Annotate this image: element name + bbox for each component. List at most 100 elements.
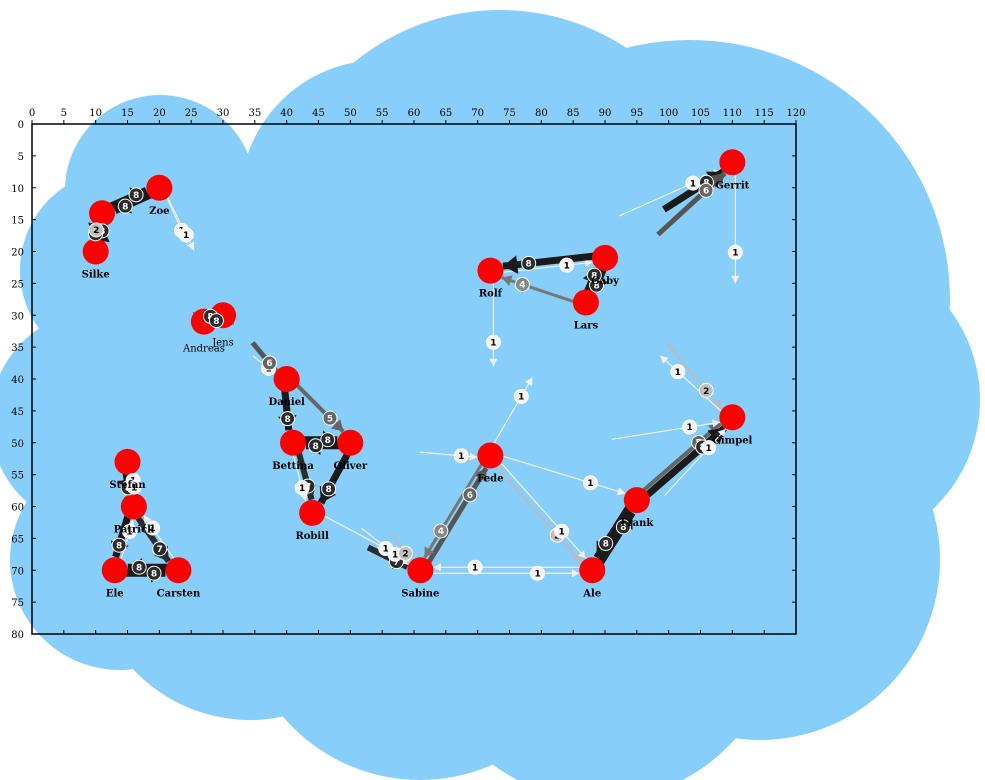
edge-line (498, 460, 587, 559)
edge-weight-label: 4 (519, 281, 525, 291)
edge-arrowhead (143, 515, 152, 524)
node-sabine (407, 557, 434, 584)
edge-weight-label: 8 (593, 281, 599, 291)
edge-arrowhead (711, 419, 720, 428)
y-tick-label: 15 (11, 216, 24, 227)
x-tick-label: 35 (248, 108, 261, 119)
node-rolf (477, 257, 504, 284)
node-oliver (337, 429, 364, 456)
node-label: Jens (211, 337, 234, 348)
x-tick-label: 75 (503, 108, 516, 119)
node-fede (477, 442, 504, 469)
edge-weight-label: 6 (703, 187, 709, 197)
edge-arrowhead (501, 275, 513, 287)
x-tick-label: 105 (691, 108, 710, 119)
x-tick-label: 20 (153, 108, 166, 119)
edge-weight-label: 1 (299, 484, 305, 494)
edge-weight-label: 8 (603, 540, 609, 550)
edge-weight-label: 8 (620, 523, 626, 533)
edge-weight-badge (322, 410, 338, 426)
cloud-blob (0, 310, 210, 530)
y-tick-label: 0 (18, 120, 24, 131)
x-tick-label: 115 (755, 108, 774, 119)
node-zoe (146, 174, 173, 201)
edge-weight-label: 8 (116, 541, 122, 551)
edge-weight-label: 6 (467, 491, 473, 501)
node-label: Fede (477, 474, 503, 485)
edge-weight-label: 1 (564, 261, 570, 271)
edge-weight-badge (88, 222, 104, 238)
node-n3 (89, 200, 116, 227)
edge-weight-badge (433, 523, 449, 539)
x-tick-label: 120 (786, 108, 805, 119)
edge-weight-badge (128, 187, 144, 203)
edge-weight-label: 1 (392, 551, 398, 561)
x-tick-label: 45 (312, 108, 325, 119)
edge-weight-label: 8 (133, 191, 139, 201)
node-label: Andreas (182, 344, 225, 355)
edge-weight-badge (398, 545, 414, 561)
edge-arrowhead (330, 419, 344, 432)
node-label: Rolf (479, 289, 503, 300)
x-tick-label: 25 (185, 108, 198, 119)
edge-weight-badge (320, 432, 336, 448)
edge-weight-label: 1 (149, 524, 155, 534)
x-tick-label: 30 (217, 108, 230, 119)
edge-weight-badge (261, 355, 277, 371)
edge-arrowhead (577, 550, 586, 559)
node-label: Zoe (149, 206, 169, 217)
x-tick-label: 10 (89, 108, 102, 119)
x-tick-label: 50 (344, 108, 357, 119)
cloud-blob (240, 60, 520, 340)
edge-arrowhead (710, 173, 725, 187)
edge-weight-label: 1 (705, 444, 711, 454)
edge-line (492, 377, 533, 446)
node-ele (101, 557, 128, 584)
edge-weight-label: 1 (518, 393, 524, 403)
x-tick-label: 55 (376, 108, 389, 119)
y-tick-label: 35 (11, 343, 24, 354)
edge-weight-label: 1 (490, 338, 496, 348)
node-label: Ale (582, 588, 601, 599)
edge-arrowhead (712, 399, 722, 410)
node-robill (299, 499, 326, 526)
edge-weight-badge (559, 257, 575, 273)
edge-weight-label: 1 (690, 179, 696, 189)
edge-weight-label: 2 (703, 387, 709, 397)
x-tick-label: 95 (630, 108, 643, 119)
node-patrick (120, 493, 147, 520)
edge-weight-label: 8 (325, 436, 331, 446)
edge-weight-badge (598, 535, 614, 551)
node-label: Frank (620, 518, 654, 529)
node-label: Robill (295, 531, 329, 542)
x-tick-label: 5 (61, 108, 67, 119)
edge-weight-label: 6 (266, 359, 272, 369)
edge-weight-badge (701, 440, 717, 456)
edge-line (659, 355, 724, 414)
node-frank (623, 487, 650, 514)
edge-arrowhead (502, 255, 519, 274)
y-tick-label: 40 (11, 375, 24, 386)
edge-weight-badge (117, 198, 133, 214)
edge-arrowhead (489, 358, 498, 367)
edge-line (423, 461, 484, 559)
edge-weight-badge (554, 523, 570, 539)
edge-weight-badge (308, 438, 324, 454)
edge-weight-label: 7 (393, 558, 399, 568)
x-tick-label: 85 (567, 108, 580, 119)
edge-weight-badge (485, 334, 501, 350)
node-layer (82, 149, 746, 584)
edge-weight-label: 8 (213, 317, 219, 327)
x-tick-label: 70 (471, 108, 484, 119)
node-ale (579, 557, 606, 584)
edge-weight-badge (294, 480, 310, 496)
edge-weight-label: 5 (327, 414, 333, 424)
edge-weight-label: 1 (472, 563, 478, 573)
edge-weight-badge (126, 479, 142, 495)
x-tick-label: 15 (121, 108, 134, 119)
edge-weight-label: 1 (534, 569, 540, 579)
edge-weight-label: 8 (136, 563, 142, 573)
edge-weight-badge (453, 448, 469, 464)
edge-arrowhead (525, 377, 533, 386)
